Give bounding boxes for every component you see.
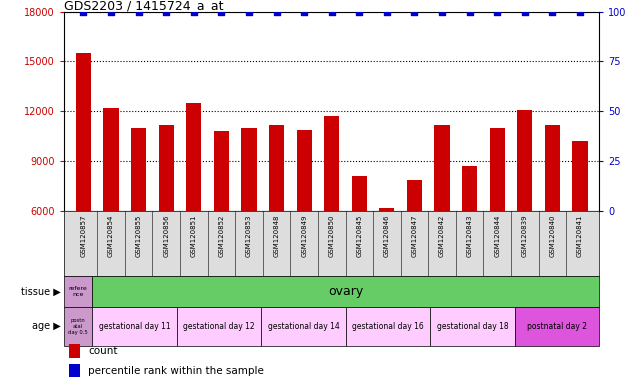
Point xyxy=(465,8,475,15)
Point xyxy=(575,8,585,15)
Point xyxy=(410,8,420,15)
Bar xyxy=(379,208,394,211)
Bar xyxy=(490,128,505,211)
Text: percentile rank within the sample: percentile rank within the sample xyxy=(88,366,264,376)
Bar xyxy=(352,176,367,211)
Point xyxy=(492,8,503,15)
Bar xyxy=(158,125,174,211)
Text: GSM120857: GSM120857 xyxy=(80,214,87,257)
Text: age ▶: age ▶ xyxy=(32,321,61,331)
Bar xyxy=(269,125,284,211)
Text: gestational day 12: gestational day 12 xyxy=(183,322,255,331)
Bar xyxy=(186,103,201,211)
Bar xyxy=(545,125,560,211)
Point xyxy=(437,8,447,15)
Bar xyxy=(435,125,450,211)
Text: GSM120853: GSM120853 xyxy=(246,214,252,257)
Bar xyxy=(345,307,430,346)
Bar xyxy=(69,344,80,358)
Point xyxy=(271,8,281,15)
Text: GSM120854: GSM120854 xyxy=(108,214,114,257)
Bar xyxy=(572,141,588,211)
Bar xyxy=(76,53,91,211)
Point xyxy=(78,8,88,15)
Text: GSM120850: GSM120850 xyxy=(329,214,335,257)
Text: GSM120843: GSM120843 xyxy=(467,214,472,257)
Bar xyxy=(131,128,146,211)
Point xyxy=(133,8,144,15)
Bar xyxy=(103,108,119,211)
Bar xyxy=(515,307,599,346)
Point xyxy=(216,8,226,15)
Text: postn
atal
day 0.5: postn atal day 0.5 xyxy=(69,318,88,335)
Text: GSM120845: GSM120845 xyxy=(356,214,362,257)
Text: GSM120852: GSM120852 xyxy=(219,214,224,257)
Text: gestational day 14: gestational day 14 xyxy=(268,322,340,331)
Text: GSM120855: GSM120855 xyxy=(136,214,142,257)
Text: GSM120848: GSM120848 xyxy=(274,214,279,257)
Bar xyxy=(262,307,345,346)
Bar xyxy=(517,110,533,211)
Text: gestational day 16: gestational day 16 xyxy=(352,322,424,331)
Point xyxy=(188,8,199,15)
Point xyxy=(547,8,558,15)
Bar xyxy=(324,116,339,211)
Text: GSM120849: GSM120849 xyxy=(301,214,307,257)
Text: GSM120842: GSM120842 xyxy=(439,214,445,257)
Text: GSM120839: GSM120839 xyxy=(522,214,528,257)
Point xyxy=(520,8,530,15)
Text: tissue ▶: tissue ▶ xyxy=(21,287,61,297)
Bar xyxy=(69,364,80,377)
Text: postnatal day 2: postnatal day 2 xyxy=(527,322,587,331)
Point xyxy=(299,8,309,15)
Point xyxy=(161,8,171,15)
Bar xyxy=(64,307,92,346)
Bar xyxy=(213,131,229,211)
Text: GSM120840: GSM120840 xyxy=(549,214,556,257)
Text: refere
nce: refere nce xyxy=(69,286,88,297)
Bar xyxy=(430,307,515,346)
Text: gestational day 11: gestational day 11 xyxy=(99,322,171,331)
Text: GSM120844: GSM120844 xyxy=(494,214,500,257)
Point xyxy=(382,8,392,15)
Text: gestational day 18: gestational day 18 xyxy=(437,322,508,331)
Bar xyxy=(177,307,262,346)
Text: GSM120847: GSM120847 xyxy=(412,214,417,257)
Bar xyxy=(92,307,177,346)
Bar xyxy=(407,180,422,211)
Point xyxy=(327,8,337,15)
Text: ovary: ovary xyxy=(328,285,363,298)
Text: GSM120846: GSM120846 xyxy=(384,214,390,257)
Text: GSM120851: GSM120851 xyxy=(191,214,197,257)
Bar xyxy=(462,166,478,211)
Text: count: count xyxy=(88,346,118,356)
Point xyxy=(354,8,365,15)
Point xyxy=(106,8,116,15)
Bar xyxy=(242,128,256,211)
Text: GDS2203 / 1415724_a_at: GDS2203 / 1415724_a_at xyxy=(64,0,224,12)
Point xyxy=(244,8,254,15)
Bar xyxy=(297,130,312,211)
Bar xyxy=(64,276,92,307)
Text: GSM120856: GSM120856 xyxy=(163,214,169,257)
Text: GSM120841: GSM120841 xyxy=(577,214,583,257)
